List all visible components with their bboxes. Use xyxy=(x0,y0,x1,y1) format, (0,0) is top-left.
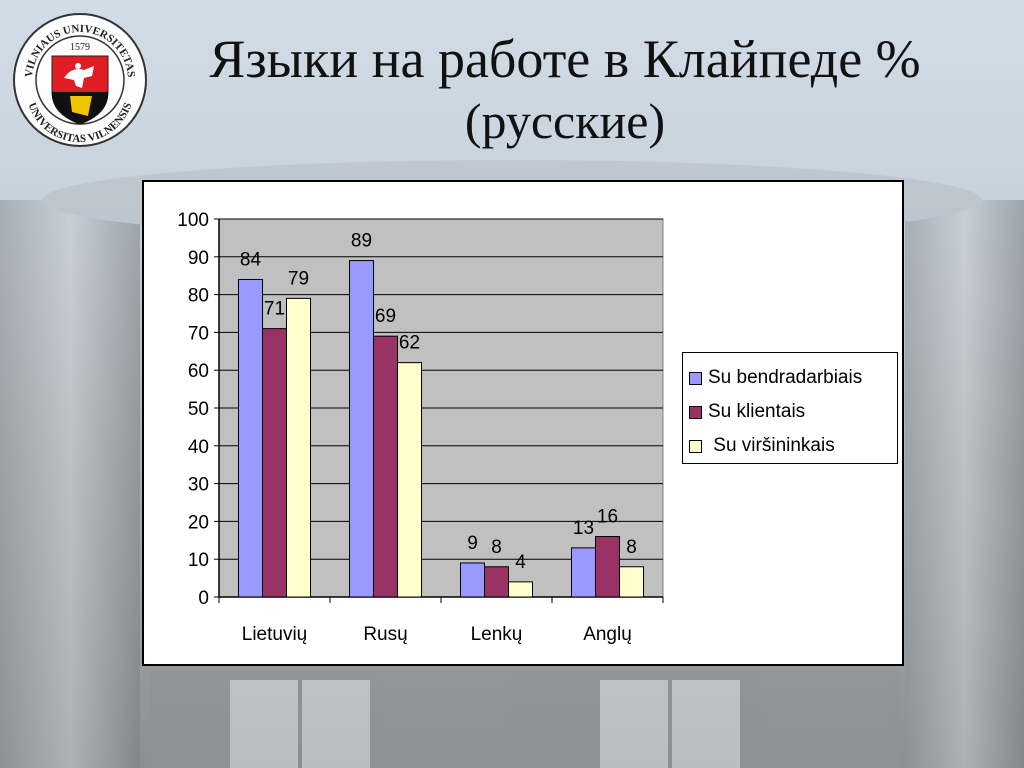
legend-swatch xyxy=(689,371,702,385)
y-tick-label: 40 xyxy=(188,437,209,458)
data-label: 62 xyxy=(399,333,420,354)
bar xyxy=(460,562,485,598)
legend-swatch xyxy=(689,439,702,453)
bar xyxy=(349,260,374,598)
data-label: 79 xyxy=(288,268,309,289)
y-tick-label: 10 xyxy=(188,550,209,571)
y-tick-label: 70 xyxy=(188,323,209,344)
chart-frame: 0 10 20 30 40 50 60 70 80 90 100 Lietuvių Rusų Lenkų A… xyxy=(142,180,904,666)
y-tick-label: 20 xyxy=(188,512,209,533)
bar-chart: 0 10 20 30 40 50 60 70 80 90 100 Lietuvių Rusų Lenkų A… xyxy=(177,210,664,645)
y-tick-label: 50 xyxy=(188,399,209,420)
bar xyxy=(238,278,263,598)
title-line-2: (русские) xyxy=(464,93,666,149)
x-tick-label: Anglų xyxy=(583,624,632,645)
bar xyxy=(262,328,287,598)
bar xyxy=(619,566,644,598)
data-label: 69 xyxy=(375,306,396,327)
data-label: 8 xyxy=(626,537,637,558)
bar xyxy=(286,297,311,598)
title-line-1: Языки на работе в Клайпеде % xyxy=(209,29,921,89)
y-tick-label: 80 xyxy=(188,286,209,307)
x-tick-label: Lietuvių xyxy=(242,624,308,645)
university-seal: VILNIAUS UNIVERSITETAS UNIVERSITAS VILNE… xyxy=(13,13,147,147)
seal-year: 1579 xyxy=(70,42,90,53)
data-label: 8 xyxy=(491,537,502,558)
bar xyxy=(571,547,596,598)
x-tick-label: Lenkų xyxy=(471,624,523,645)
data-label: 16 xyxy=(597,507,618,528)
legend-item: Su viršininkais xyxy=(689,429,897,463)
data-label: 13 xyxy=(573,518,594,539)
legend-item: Su bendradarbiais xyxy=(689,361,897,395)
bar xyxy=(397,362,422,598)
legend: Su bendradarbiais Su klientais Su viršini… xyxy=(682,352,898,464)
bar xyxy=(373,335,398,598)
slide-title: Языки на работе в Клайпеде % (русские) xyxy=(150,28,980,152)
data-label: 9 xyxy=(467,533,478,554)
bar xyxy=(508,581,533,598)
bar xyxy=(595,536,620,598)
y-tick-label: 100 xyxy=(177,210,209,231)
data-label: 4 xyxy=(515,552,526,573)
data-label: 89 xyxy=(351,231,372,252)
legend-label: Su klientais xyxy=(708,401,806,422)
legend-item: Su klientais xyxy=(689,395,897,429)
legend-label: Su viršininkais xyxy=(708,435,835,456)
legend-label: Su bendradarbiais xyxy=(708,367,863,388)
y-tick-label: 90 xyxy=(188,248,209,269)
legend-swatch xyxy=(689,405,702,419)
bar xyxy=(484,566,509,598)
y-tick-label: 30 xyxy=(188,475,209,496)
data-label: 84 xyxy=(240,249,262,270)
x-tick-label: Rusų xyxy=(363,624,407,645)
y-tick-label: 60 xyxy=(188,361,209,382)
data-label: 71 xyxy=(264,299,285,320)
shield-icon xyxy=(51,55,109,125)
y-tick-label: 0 xyxy=(198,588,209,609)
